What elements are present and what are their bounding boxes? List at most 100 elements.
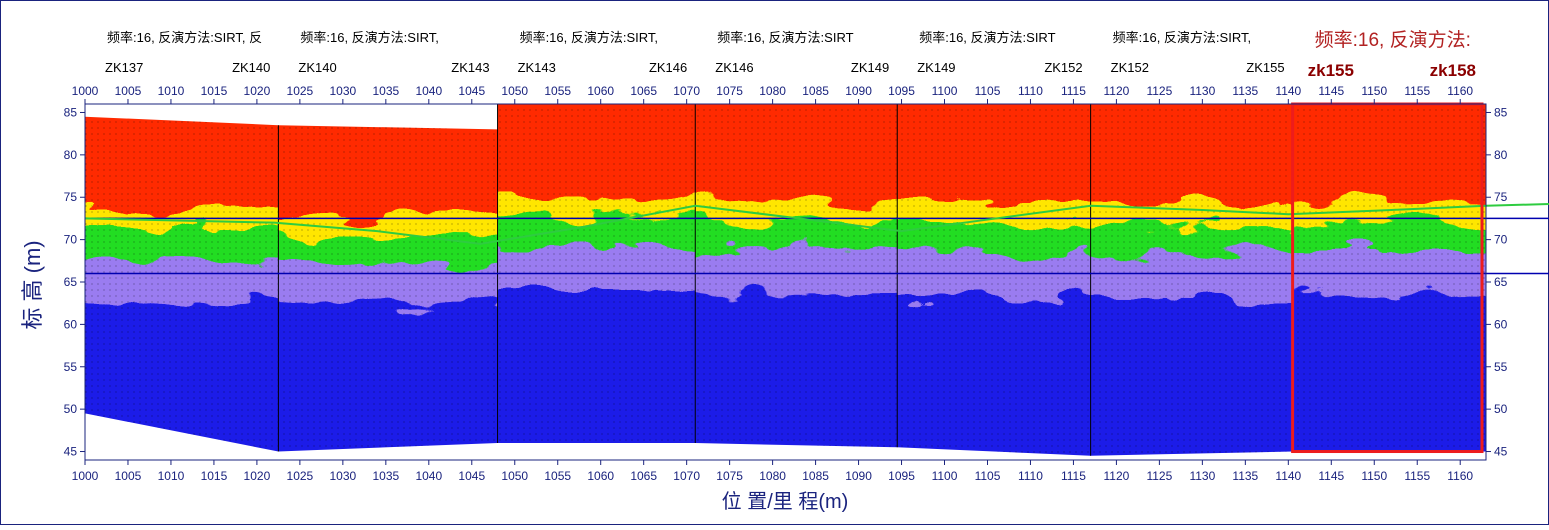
x-tick-label-bottom: 1115	[1061, 469, 1086, 483]
x-tick-label-top: 1135	[1232, 84, 1258, 98]
panel-dots	[85, 116, 279, 452]
panel-title-5: 频率:16, 反演方法:SIRT	[919, 30, 1055, 45]
x-tick-label-bottom: 1070	[673, 469, 700, 483]
x-tick-label-bottom: 1135	[1232, 469, 1258, 483]
x-tick-label-bottom: 1080	[759, 469, 786, 483]
boundary-line	[84, 203, 1549, 245]
y-tick-label-right: 75	[1494, 190, 1508, 204]
x-tick-label-bottom: 1145	[1318, 469, 1344, 483]
axes-layer: 1000 1000 1005 1005 1010 1010 1015 1015 1020 1020…	[64, 84, 1508, 483]
panel-2	[278, 125, 498, 452]
x-tick-label-bottom: 1105	[975, 469, 1001, 483]
y-tick-label-left: 80	[64, 148, 78, 162]
hole-label-right-3: ZK146	[649, 60, 687, 75]
x-tick-label-bottom: 1000	[72, 469, 99, 483]
x-tick-label-top: 1145	[1318, 84, 1344, 98]
y-tick-label-right: 70	[1494, 233, 1508, 247]
hole-label-right-2: ZK143	[451, 60, 489, 75]
x-tick-label-top: 1000	[72, 84, 99, 98]
panel-title-4: 频率:16, 反演方法:SIRT	[717, 30, 853, 45]
panel-title-1: 频率:16, 反演方法:SIRT, 反	[107, 30, 262, 45]
x-tick-label-bottom: 1090	[845, 469, 872, 483]
x-tick-label-bottom: 1160	[1447, 469, 1473, 483]
panel-title-2: 频率:16, 反演方法:SIRT,	[300, 30, 438, 45]
x-tick-label-top: 1060	[587, 84, 614, 98]
x-tick-label-top: 1030	[330, 84, 357, 98]
x-tick-label-bottom: 1060	[587, 469, 614, 483]
panel-dots	[278, 125, 498, 452]
titles-layer: 频率:16, 反演方法:SIRT, 反 ZK137 ZK140 频率:16, 反演方法…	[105, 29, 1476, 80]
x-tick-label-top: 1070	[673, 84, 700, 98]
y-tick-label-left: 60	[64, 317, 78, 331]
x-tick-label-top: 1040	[415, 84, 442, 98]
y-tick-label-right: 50	[1494, 402, 1508, 416]
y-tick-label-left: 75	[64, 190, 78, 204]
x-tick-label-bottom: 1130	[1189, 469, 1215, 483]
x-tick-label-bottom: 1140	[1275, 469, 1301, 483]
x-tick-label-bottom: 1005	[115, 469, 142, 483]
y-tick-label-right: 45	[1494, 445, 1508, 459]
panel-6	[1090, 104, 1293, 456]
x-tick-label-top: 1010	[158, 84, 185, 98]
x-tick-label-top: 1055	[544, 84, 571, 98]
panel-1	[85, 116, 279, 452]
y-tick-label-right: 65	[1494, 275, 1508, 289]
x-tick-label-top: 1155	[1404, 84, 1430, 98]
x-tick-label-top: 1065	[630, 84, 657, 98]
hole-label-right-5: ZK152	[1044, 60, 1082, 75]
hole-label-right-4: ZK149	[851, 60, 889, 75]
hole-label-left-4: ZK146	[715, 60, 753, 75]
x-tick-label-top: 1080	[759, 84, 786, 98]
hole-label-right-6: ZK155	[1246, 60, 1284, 75]
y-tick-label-left: 50	[64, 402, 78, 416]
x-tick-label-top: 1035	[372, 84, 399, 98]
y-tick-label-left: 70	[64, 233, 78, 247]
x-tick-label-top: 1075	[716, 84, 743, 98]
x-tick-label-bottom: 1085	[802, 469, 829, 483]
x-tick-label-top: 1130	[1189, 84, 1215, 98]
panel-dots	[695, 104, 898, 448]
x-tick-label-bottom: 1045	[458, 469, 485, 483]
panel-dots	[1292, 104, 1486, 452]
panel-5	[897, 104, 1091, 456]
x-tick-label-top: 1025	[287, 84, 314, 98]
x-tick-label-bottom: 1055	[544, 469, 571, 483]
hole-label-left-5: ZK149	[917, 60, 955, 75]
x-tick-label-top: 1100	[932, 84, 958, 98]
x-tick-label-bottom: 1075	[716, 469, 743, 483]
x-tick-label-top: 1095	[888, 84, 915, 98]
panel-title-7: 频率:16, 反演方法:	[1315, 29, 1471, 51]
x-tick-label-top: 1015	[201, 84, 228, 98]
panel-dots	[1090, 104, 1293, 456]
x-tick-label-top: 1090	[845, 84, 872, 98]
x-tick-label-bottom: 1065	[630, 469, 657, 483]
hole-label-left-1: ZK137	[105, 60, 143, 75]
x-tick-label-top: 1110	[1018, 84, 1043, 98]
y-tick-label-left: 85	[64, 105, 78, 119]
x-tick-label-top: 1120	[1104, 84, 1130, 98]
x-tick-label-top: 1105	[975, 84, 1001, 98]
x-tick-label-bottom: 1035	[372, 469, 399, 483]
panel-dots	[897, 104, 1091, 456]
x-tick-label-top: 1005	[115, 84, 142, 98]
hole-label-left-2: ZK140	[298, 60, 336, 75]
x-tick-label-top: 1160	[1447, 84, 1473, 98]
y-tick-label-right: 80	[1494, 148, 1508, 162]
x-tick-label-bottom: 1030	[330, 469, 357, 483]
hole-label-left-3: ZK143	[518, 60, 556, 75]
hole-label-right-1: ZK140	[232, 60, 270, 75]
hole-label-left-7: zk155	[1308, 61, 1354, 80]
x-tick-label-bottom: 1120	[1104, 469, 1130, 483]
x-tick-label-bottom: 1100	[932, 469, 958, 483]
y-tick-label-left: 65	[64, 275, 78, 289]
x-tick-label-top: 1085	[802, 84, 829, 98]
x-tick-label-bottom: 1150	[1361, 469, 1387, 483]
x-tick-label-top: 1115	[1061, 84, 1086, 98]
x-tick-label-bottom: 1110	[1018, 469, 1043, 483]
x-tick-label-bottom: 1020	[244, 469, 271, 483]
panel-title-6: 频率:16, 反演方法:SIRT,	[1113, 30, 1251, 45]
x-tick-label-bottom: 1015	[201, 469, 228, 483]
panel-7	[1292, 104, 1486, 452]
x-tick-label-bottom: 1125	[1146, 469, 1172, 483]
